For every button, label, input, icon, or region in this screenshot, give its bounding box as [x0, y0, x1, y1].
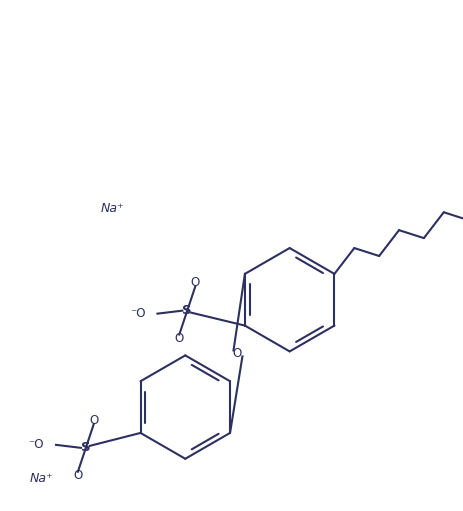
Text: S: S [182, 304, 192, 317]
Text: O: O [89, 413, 98, 427]
Text: O: O [190, 276, 200, 289]
Text: Na⁺: Na⁺ [100, 202, 124, 215]
Text: O: O [232, 347, 242, 360]
Text: ⁻O: ⁻O [130, 307, 145, 320]
Text: Na⁺: Na⁺ [29, 472, 53, 485]
Text: O: O [174, 332, 183, 345]
Text: S: S [81, 442, 90, 454]
Text: O: O [73, 469, 82, 482]
Text: ⁻O: ⁻O [29, 438, 44, 451]
